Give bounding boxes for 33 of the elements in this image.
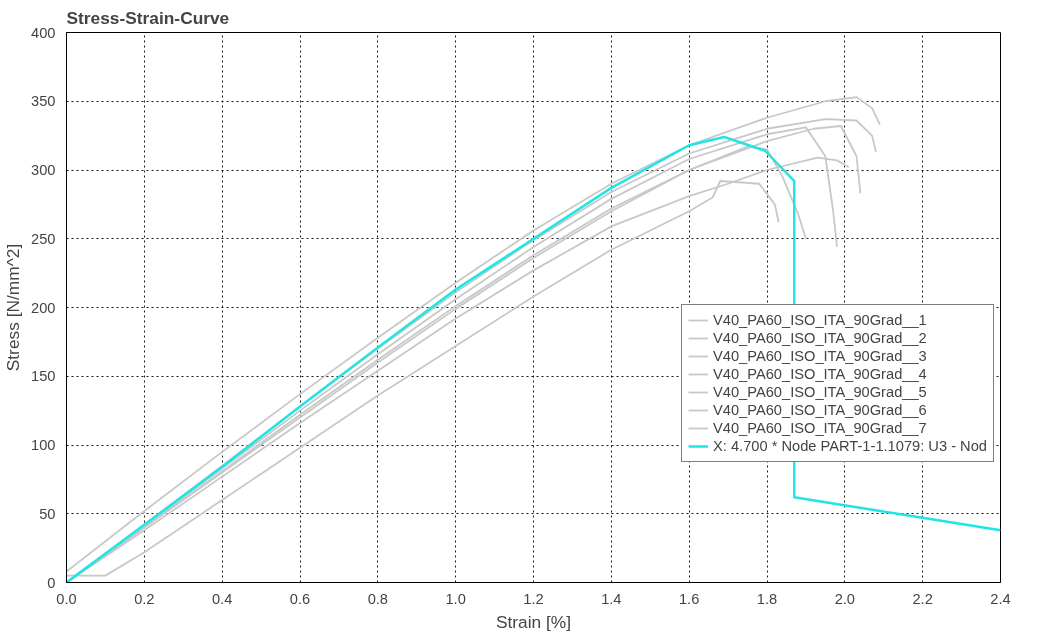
x-tick-label: 0.2 (134, 590, 155, 607)
legend-label: V40_PA60_ISO_ITA_90Grad__4 (713, 365, 927, 383)
legend-label: V40_PA60_ISO_ITA_90Grad__3 (713, 347, 927, 365)
x-tick-label: 0.0 (56, 590, 77, 607)
y-tick-label: 200 (31, 299, 56, 316)
x-tick-label: 2.2 (912, 590, 933, 607)
x-tick-label: 1.2 (523, 590, 544, 607)
x-tick-label: 1.8 (756, 590, 778, 607)
x-tick-label: 2.4 (990, 590, 1011, 607)
y-tick-label: 50 (39, 505, 56, 522)
y-tick-label: 0 (47, 574, 56, 591)
chart-title: Stress-Strain-Curve (66, 7, 230, 28)
x-tick-label: 2.0 (834, 590, 856, 607)
y-tick-label: 100 (31, 437, 56, 453)
y-tick-label: 400 (31, 24, 56, 41)
x-tick-label: 1.6 (678, 590, 700, 607)
x-tick-label: 0.8 (367, 590, 389, 607)
legend-label: V40_PA60_ISO_ITA_90Grad__1 (713, 311, 927, 329)
x-tick-label: 1.0 (445, 590, 466, 607)
legend-label: V40_PA60_ISO_ITA_90Grad__2 (713, 329, 927, 347)
y-axis-title: Stress [N/mm^2] (3, 243, 24, 372)
y-tick-label: 250 (31, 230, 56, 247)
y-tick-label: 350 (31, 93, 56, 110)
legend-label: V40_PA60_ISO_ITA_90Grad__5 (713, 383, 927, 401)
x-axis-title: Strain [%] (495, 611, 572, 632)
y-tick-label: 300 (31, 162, 56, 178)
x-tick-label: 1.4 (601, 590, 622, 607)
x-tick-label: 0.4 (211, 590, 233, 607)
legend-label: V40_PA60_ISO_ITA_90Grad__6 (713, 401, 927, 419)
x-tick-label: 0.6 (289, 590, 311, 607)
y-tick-label: 150 (31, 368, 56, 385)
legend-label: X: 4.700 * Node PART-1-1.1079: U3 - Nod (713, 437, 988, 455)
legend-label: V40_PA60_ISO_ITA_90Grad__7 (713, 419, 927, 437)
